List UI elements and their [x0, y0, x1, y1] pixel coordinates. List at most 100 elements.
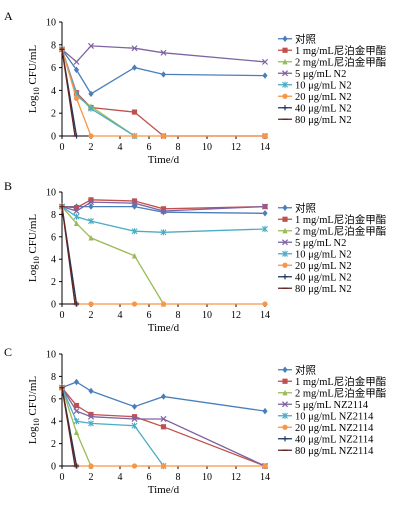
legend-swatch-marker	[282, 366, 288, 373]
data-point	[88, 463, 94, 469]
data-point	[131, 403, 138, 410]
data-point	[88, 197, 94, 203]
data-point	[73, 402, 80, 409]
legend-entry: 10 μg/mL N2	[295, 80, 352, 91]
y-tick-label: 8	[51, 40, 56, 51]
y-label-rest: CFU/mL	[27, 376, 39, 419]
legend-entry: 80 μg/mL N2	[295, 284, 352, 295]
data-point	[160, 208, 167, 216]
data-point	[160, 49, 167, 56]
data-point	[73, 95, 80, 101]
data-point	[88, 105, 94, 112]
legend-swatch-marker	[282, 204, 288, 211]
y-label-sub: 10	[32, 256, 41, 264]
x-axis-label: Time/d	[148, 154, 180, 166]
series-line	[61, 49, 135, 137]
legend-swatch-marker	[281, 70, 289, 77]
x-tick-label: 8	[176, 142, 181, 153]
data-point	[262, 463, 268, 469]
series-line	[61, 206, 76, 305]
data-point	[73, 213, 80, 220]
y-tick-label: 6	[51, 63, 56, 74]
data-point	[87, 42, 95, 49]
legend-entry: 40 μg/mL N2	[295, 272, 352, 283]
legend-swatch-marker	[282, 274, 288, 280]
legend-swatch-marker	[282, 216, 288, 222]
data-point	[88, 301, 94, 307]
y-label-main: Log	[27, 426, 39, 444]
data-point	[160, 301, 167, 307]
data-point	[160, 393, 167, 400]
x-tick-label: 10	[202, 472, 212, 483]
x-tick-label: 12	[231, 472, 241, 483]
legend-swatch-marker	[282, 262, 288, 268]
data-point	[88, 203, 94, 210]
y-tick-label: 6	[51, 394, 56, 405]
x-tick-label: 4	[118, 142, 123, 153]
x-tick-label: 2	[89, 472, 94, 483]
data-point	[131, 463, 138, 469]
data-point	[73, 208, 80, 215]
data-point	[87, 199, 95, 206]
data-point	[73, 418, 80, 425]
x-tick-label: 12	[231, 142, 241, 153]
series-line	[61, 387, 266, 467]
data-point	[73, 429, 80, 435]
legend-entry: 40 μg/mL NZ2114	[295, 434, 374, 445]
y-axis-label: Log10 CFU/mL	[27, 214, 41, 282]
legend-swatch-marker	[282, 105, 288, 111]
series-4	[59, 384, 167, 470]
legend-entry: 5 μg/mL N2	[295, 69, 346, 80]
series-line	[61, 387, 92, 467]
legend-entry: 对照	[295, 363, 316, 376]
y-tick-label: 10	[46, 18, 56, 29]
data-point	[131, 252, 138, 259]
legend-swatch-marker	[282, 389, 288, 396]
series-line	[61, 387, 76, 467]
legend-entry: 10 μg/mL NZ2114	[295, 411, 374, 422]
y-tick-label: 0	[51, 462, 56, 473]
series-line	[61, 49, 76, 137]
x-tick-label: 0	[60, 472, 65, 483]
data-point	[88, 234, 94, 241]
x-tick-label: 10	[202, 142, 212, 153]
data-point	[160, 229, 167, 236]
x-tick-label: 6	[147, 142, 152, 153]
x-tick-label: 14	[260, 142, 270, 153]
data-point	[88, 387, 94, 395]
data-point	[88, 90, 94, 98]
data-point	[160, 463, 167, 469]
x-tick-label: 12	[231, 310, 241, 321]
legend-entry: 对照	[295, 201, 316, 214]
y-tick-label: 0	[51, 300, 56, 311]
data-point	[88, 411, 94, 418]
series-line	[61, 45, 266, 63]
data-point	[73, 205, 80, 211]
data-point	[73, 66, 80, 74]
x-tick-label: 4	[118, 472, 123, 483]
y-label-rest: CFU/mL	[27, 214, 39, 257]
legend-swatch-marker	[282, 412, 288, 419]
legend-entry: 20 μg/mL N2	[295, 261, 352, 272]
series-2	[59, 384, 94, 469]
legend-swatch-marker	[282, 436, 288, 442]
data-point	[131, 200, 138, 207]
legend-entry: 5 μg/mL NZ2114	[295, 400, 369, 411]
data-point	[160, 208, 167, 215]
legend-swatch-marker	[282, 227, 288, 234]
data-point	[262, 225, 268, 233]
legend-entry: 10 μg/mL N2	[295, 249, 352, 260]
x-tick-label: 0	[60, 142, 65, 153]
legend-swatch-marker	[282, 35, 288, 42]
x-tick-label: 8	[176, 310, 181, 321]
series-4	[59, 203, 268, 236]
x-tick-label: 0	[60, 310, 65, 321]
x-tick-label: 4	[118, 310, 123, 321]
y-axis-label: Log10 CFU/mL	[27, 376, 41, 444]
y-tick-label: 2	[51, 277, 56, 288]
data-point	[262, 133, 268, 139]
data-point	[262, 210, 268, 217]
